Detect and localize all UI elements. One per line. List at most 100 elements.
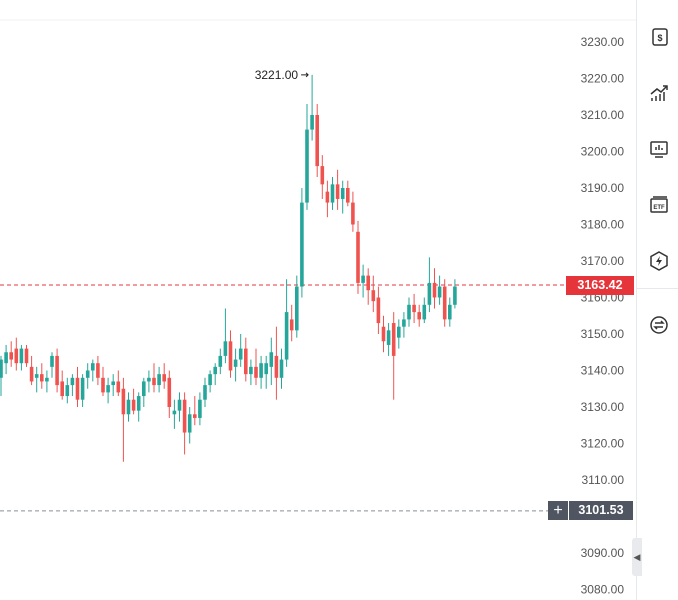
candle-body: [208, 374, 212, 386]
candle-body: [131, 399, 136, 411]
candle-body: [9, 352, 13, 360]
candle-body: [238, 348, 243, 360]
candle-body: [142, 381, 146, 397]
etf-card-icon[interactable]: ETF: [648, 194, 670, 216]
candle-body: [264, 363, 268, 375]
y-tick-label: 3130.00: [581, 400, 625, 414]
candle-body: [340, 188, 345, 199]
toolbar-divider: [637, 288, 678, 289]
candle-body: [121, 388, 126, 415]
high-price-annotation: 3221.00: [255, 68, 299, 82]
candle-body: [412, 304, 416, 313]
candle-body: [162, 374, 166, 382]
dollar-document-icon[interactable]: $: [648, 26, 670, 48]
candle-body: [391, 323, 396, 356]
lightning-hexagon-icon[interactable]: [648, 250, 670, 272]
candle-body: [356, 231, 360, 283]
y-tick-label: 3180.00: [581, 218, 625, 232]
high-arrow-icon: [301, 72, 309, 78]
y-tick-label: 3150.00: [581, 327, 625, 341]
candle-body: [300, 202, 304, 287]
candle-body: [70, 377, 75, 386]
y-tick-label: 3090.00: [581, 546, 625, 560]
candle-body: [407, 304, 411, 320]
candle-body: [346, 188, 350, 203]
y-tick-label: 3190.00: [581, 181, 625, 195]
crosshair-price-tag: 3101.53: [569, 501, 633, 520]
candle-body: [432, 282, 437, 298]
y-tick-label: 3080.00: [581, 583, 625, 597]
candle-body: [448, 304, 452, 320]
candle-body: [315, 115, 319, 167]
candle-body: [187, 414, 192, 433]
candle-body: [157, 374, 161, 386]
candle-body: [29, 366, 34, 382]
candle-body: [402, 319, 406, 327]
candle-body: [167, 377, 172, 407]
candle-body: [45, 377, 49, 382]
candle-body: [381, 326, 386, 342]
candle-body: [223, 341, 228, 356]
candle-body: [376, 297, 381, 324]
candle-body: [85, 370, 90, 378]
crosshair-price-group: + 3101.53: [548, 501, 633, 520]
add-alert-plus-icon[interactable]: +: [548, 501, 568, 520]
y-tick-label: 3210.00: [581, 108, 625, 122]
candle-body: [453, 286, 457, 305]
svg-text:$: $: [657, 33, 662, 43]
candle-body: [289, 319, 294, 331]
candle-body: [330, 184, 335, 203]
candle-body: [106, 385, 110, 393]
candle-body: [361, 275, 365, 283]
candle-body: [50, 355, 54, 367]
candle-body: [427, 282, 432, 305]
candle-body: [397, 326, 401, 338]
candle-body: [80, 377, 85, 400]
candle-body: [437, 286, 442, 298]
y-tick-label: 3140.00: [581, 364, 625, 378]
candle-body: [386, 330, 391, 345]
candle-body: [96, 363, 100, 378]
candle-body: [442, 286, 447, 320]
candle-body: [422, 304, 427, 320]
svg-text:ETF: ETF: [653, 205, 665, 211]
candle-body: [116, 381, 121, 393]
candle-body: [55, 355, 59, 386]
candle-body: [65, 385, 70, 397]
candle-body: [203, 385, 207, 400]
candle-body: [305, 129, 309, 203]
candle-body: [24, 348, 29, 364]
growth-chart-icon[interactable]: [648, 83, 670, 105]
candle-body: [75, 377, 80, 400]
y-tick-label: 3110.00: [582, 473, 625, 487]
candle-body: [284, 312, 289, 360]
candle-body: [60, 381, 64, 397]
candle-body: [218, 355, 223, 367]
candle-body: [269, 352, 274, 367]
y-tick-label: 3220.00: [581, 72, 625, 86]
candlestick-chart[interactable]: 3230.00 3220.00 3210.00 3200.00 3190.00 3180.…: [0, 0, 636, 600]
candle-body: [274, 355, 279, 378]
price-chart[interactable]: 3230.00 3220.00 3210.00 3200.00 3190.00 3180.…: [0, 0, 636, 600]
candle-body: [320, 166, 325, 185]
candle-body: [4, 352, 8, 364]
swap-icon[interactable]: [648, 314, 670, 336]
candle-body: [351, 202, 355, 225]
candle-body: [177, 399, 182, 411]
y-tick-label: 3230.00: [581, 35, 625, 49]
candle-body: [40, 374, 44, 382]
candle-body: [213, 366, 217, 375]
candle-body: [228, 341, 233, 371]
candle-body: [249, 366, 253, 375]
candle-body: [172, 410, 177, 415]
last-price-tag: 3163.42: [566, 276, 634, 295]
y-tick-label: 3170.00: [581, 254, 625, 268]
candle-body: [111, 381, 115, 386]
candle-body: [310, 115, 314, 130]
collapse-toolbar-button[interactable]: ◀: [632, 538, 642, 576]
candle-body: [279, 359, 284, 378]
candle-body: [335, 184, 340, 199]
candle-body: [259, 363, 263, 378]
monitor-chart-icon[interactable]: [648, 138, 670, 160]
y-tick-label: 3200.00: [581, 145, 625, 159]
